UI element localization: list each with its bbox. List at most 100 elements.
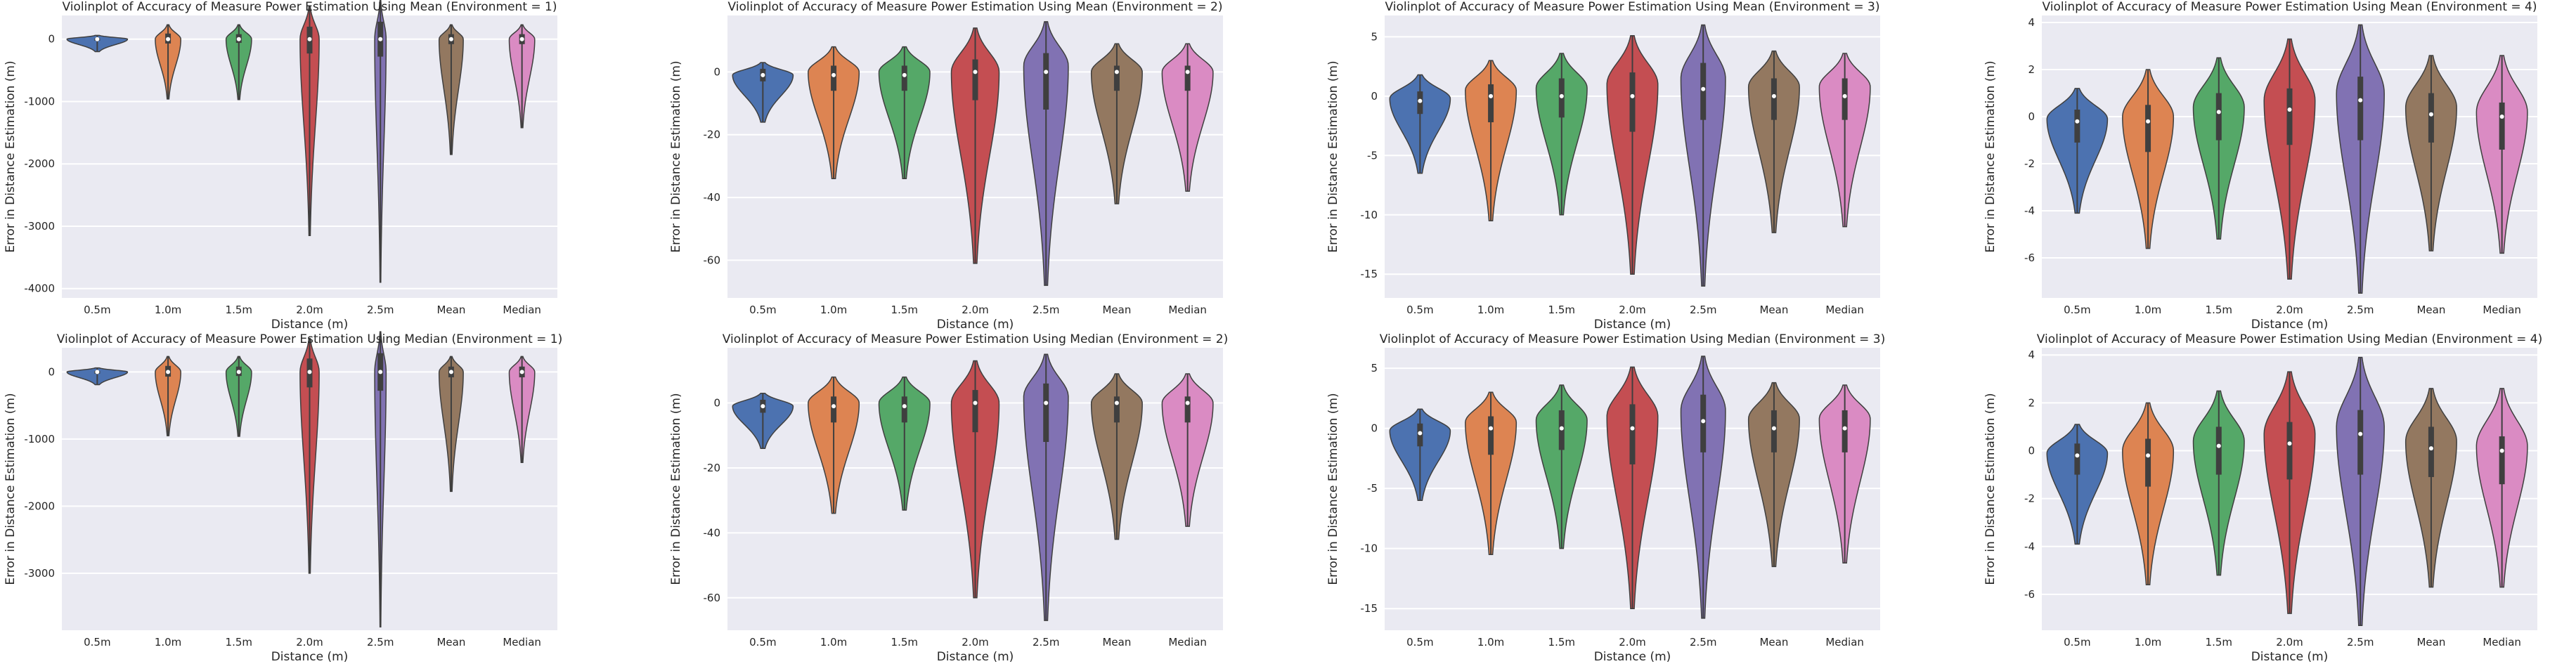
y-tick-label: 0 [2028, 110, 2035, 123]
violin-median-dot [1771, 426, 1776, 431]
x-tick-label: 1.0m [155, 304, 181, 316]
violin-median-dot [236, 37, 241, 41]
x-tick-label: 1.5m [891, 304, 918, 316]
x-tick-label: 2.0m [2276, 636, 2303, 649]
y-axis-label: Error in Distance Estimation (m) [4, 393, 18, 585]
y-tick-label: -6 [2024, 588, 2035, 601]
violin-median-dot [2287, 441, 2292, 446]
x-tick-label: Mean [436, 636, 465, 649]
x-tick-label: 0.5m [1406, 304, 1433, 316]
violin-iqr-box [1184, 396, 1191, 423]
violin-median-dot [1489, 93, 1494, 98]
violin-median-dot [2146, 453, 2151, 458]
violin-median-dot [2358, 431, 2363, 436]
violin-median-dot [902, 72, 907, 77]
violin-median-dot [1559, 426, 1564, 431]
violin-median-dot [1771, 93, 1776, 98]
x-tick-label: 0.5m [84, 636, 110, 649]
x-tick-label: 1.0m [2135, 304, 2161, 316]
chart-panel: 0 -1000 -2000 -3000 -4000 0.5m 1.0m 1.5m 2.0m 2.5… [4, 0, 557, 332]
violin-median-dot [1559, 93, 1564, 98]
y-tick-label: -1000 [24, 95, 55, 108]
y-tick-label: 4 [2028, 16, 2035, 29]
violin-median-dot [973, 70, 978, 74]
x-tick-label: Median [1168, 636, 1207, 649]
violin-median-dot [307, 37, 312, 41]
violin-median-dot [95, 37, 100, 41]
y-tick-label: -4000 [24, 282, 55, 295]
x-tick-label: 0.5m [2064, 636, 2090, 649]
violin-median-dot [1114, 400, 1119, 405]
violin-iqr-box [972, 390, 978, 433]
violin-median-dot [2075, 119, 2080, 124]
x-tick-label: 2.5m [2347, 304, 2374, 316]
violin-median-dot [2216, 443, 2221, 448]
x-tick-label: 2.5m [1033, 636, 1059, 649]
y-tick-label: 0 [1371, 422, 1378, 435]
x-tick-label: 2.5m [1033, 304, 1059, 316]
violin-iqr-box [972, 59, 978, 100]
violin-median-dot [519, 370, 524, 374]
x-tick-label: 2.0m [962, 304, 988, 316]
chart-panel: 5 0 -5 -10 -15 0.5m 1.0m 1.5m 2.0m 2.5m Mean Median… [1326, 332, 1885, 664]
violin-iqr-box [1700, 394, 1707, 452]
violin-iqr-box [2499, 436, 2505, 485]
violin-median-dot [307, 370, 312, 374]
chart-title: Violinplot of Accuracy of Measure Power … [728, 0, 1223, 14]
violin-median-dot [448, 37, 453, 41]
y-tick-label: 4 [2028, 348, 2035, 361]
violin-median-dot [378, 37, 383, 41]
x-tick-label: 1.5m [2206, 304, 2232, 316]
violin-median-dot [1418, 431, 1423, 436]
chart-title: Violinplot of Accuracy of Measure Power … [2037, 332, 2542, 346]
x-tick-label: Mean [1759, 636, 1788, 649]
x-tick-label: Median [503, 304, 541, 316]
x-tick-label: Mean [1102, 636, 1131, 649]
x-axis-label: Distance (m) [937, 318, 1014, 332]
x-tick-label: 1.5m [226, 304, 252, 316]
violin-median-dot [760, 404, 765, 409]
chart-title: Violinplot of Accuracy of Measure Power … [1380, 332, 1885, 346]
x-tick-label: 2.0m [962, 636, 988, 649]
violin-median-dot [236, 370, 241, 374]
violin-iqr-box [2286, 88, 2293, 145]
violin-iqr-box [2145, 438, 2151, 487]
violin-median-dot [1418, 98, 1423, 103]
violin-iqr-box [901, 65, 907, 91]
violin-median-dot [2287, 108, 2292, 112]
x-tick-label: 2.0m [1619, 304, 1645, 316]
violin-median-dot [1489, 426, 1494, 431]
y-tick-label: 0 [1371, 90, 1378, 103]
y-tick-label: -5 [1367, 149, 1378, 162]
x-tick-label: 1.5m [2206, 636, 2232, 649]
y-tick-label: 5 [1371, 30, 1378, 43]
x-tick-label: 2.5m [2347, 636, 2374, 649]
chart-title: Violinplot of Accuracy of Measure Power … [723, 332, 1228, 346]
violin-iqr-box [2357, 410, 2364, 475]
y-tick-label: -2000 [24, 157, 55, 170]
violin-median-dot [2075, 453, 2080, 458]
violin-iqr-box [2074, 110, 2080, 143]
violin-median-dot [1630, 426, 1635, 431]
x-tick-label: 2.5m [367, 304, 394, 316]
violin-iqr-box [1113, 396, 1120, 423]
violin-iqr-box [2428, 426, 2434, 477]
y-tick-label: 0 [48, 33, 55, 46]
x-tick-label: 1.5m [891, 636, 918, 649]
violin-iqr-box [2215, 426, 2222, 475]
x-tick-label: 1.5m [1548, 304, 1575, 316]
violin-iqr-box [1629, 72, 1636, 132]
violin-median-dot [1701, 86, 1706, 91]
x-tick-label: 0.5m [749, 304, 776, 316]
violin-iqr-box [1700, 63, 1707, 120]
x-tick-label: Mean [2416, 304, 2445, 316]
chart-title: Violinplot of Accuracy of Measure Power … [57, 332, 562, 346]
y-tick-label: 5 [1371, 362, 1378, 374]
violin-median-dot [1701, 419, 1706, 424]
violin-iqr-box [2499, 102, 2505, 150]
chart-panel: 0 -20 -40 -60 0.5m 1.0m 1.5m 2.0m 2.5m Mean Median… [669, 0, 1223, 332]
x-tick-label: 1.0m [155, 636, 181, 649]
x-tick-label: 0.5m [749, 636, 776, 649]
violin-median-dot [166, 37, 171, 41]
violin-iqr-box [1043, 53, 1049, 110]
